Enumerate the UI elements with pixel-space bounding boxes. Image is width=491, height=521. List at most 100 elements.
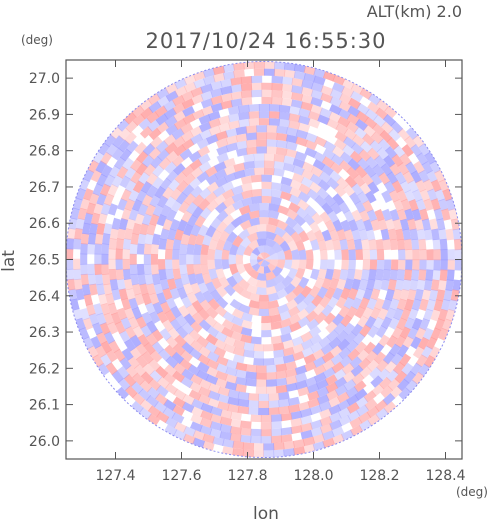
field-cell xyxy=(365,156,379,170)
field-cell xyxy=(321,229,332,242)
field-cell xyxy=(68,288,78,301)
field-cell xyxy=(97,142,110,156)
field-cell xyxy=(182,393,195,406)
field-cell xyxy=(412,259,420,271)
field-cell xyxy=(343,278,354,291)
field-cell xyxy=(283,249,293,260)
field-cell xyxy=(301,79,314,90)
field-cell xyxy=(186,263,195,275)
field-cell xyxy=(288,306,301,318)
field-cell xyxy=(292,172,305,184)
field-cell xyxy=(198,114,212,125)
field-cell xyxy=(384,105,398,119)
field-cell xyxy=(156,214,167,227)
field-cell xyxy=(177,219,188,232)
field-cell xyxy=(258,308,270,317)
field-cell xyxy=(400,308,411,321)
field-cell xyxy=(336,278,347,291)
field-cell xyxy=(267,263,277,272)
field-cell xyxy=(190,282,201,295)
field-cell xyxy=(294,151,308,162)
field-cell xyxy=(174,278,184,290)
field-cell xyxy=(196,138,210,150)
field-cell xyxy=(137,333,150,347)
field-cell xyxy=(372,164,385,177)
field-cell xyxy=(310,104,323,115)
field-cell xyxy=(214,338,227,350)
field-cell xyxy=(218,122,231,133)
field-cell xyxy=(96,222,106,235)
field-cell xyxy=(325,381,339,394)
field-cell xyxy=(351,142,364,155)
field-cell xyxy=(251,82,263,91)
field-cell xyxy=(387,378,401,391)
field-cell xyxy=(239,236,252,249)
field-cell xyxy=(190,406,204,418)
field-cell xyxy=(273,349,285,358)
field-cell xyxy=(283,69,296,79)
field-cell xyxy=(219,431,232,441)
field-cell xyxy=(147,119,161,132)
field-cell xyxy=(172,259,180,270)
field-cell xyxy=(251,75,263,84)
field-cell xyxy=(190,339,203,352)
field-cell xyxy=(124,338,136,352)
field-cell xyxy=(337,399,351,411)
field-cell xyxy=(430,198,441,211)
field-cell xyxy=(163,372,176,385)
field-cell xyxy=(87,345,99,359)
field-cell xyxy=(248,210,260,220)
field-cell xyxy=(139,126,153,139)
field-cell xyxy=(240,76,253,85)
field-cell xyxy=(75,288,85,301)
field-cell xyxy=(193,263,202,275)
field-cell xyxy=(328,404,342,416)
field-cell xyxy=(141,292,152,306)
field-cell xyxy=(107,203,119,216)
field-cell xyxy=(210,289,222,302)
field-cell xyxy=(256,132,268,140)
field-cell xyxy=(139,379,153,393)
field-cell xyxy=(165,335,179,349)
field-cell xyxy=(434,169,446,183)
field-cell xyxy=(170,187,182,201)
field-cell xyxy=(278,104,291,114)
field-cell xyxy=(172,102,186,115)
field-cell xyxy=(288,106,301,116)
field-cell xyxy=(157,376,170,389)
field-cell xyxy=(265,379,277,387)
field-cell xyxy=(251,247,261,256)
field-cell xyxy=(221,326,234,338)
field-cell xyxy=(340,429,354,441)
field-cell xyxy=(367,101,381,114)
field-cell xyxy=(201,105,214,117)
field-cell xyxy=(270,259,279,267)
field-cell xyxy=(264,253,271,260)
field-cell xyxy=(427,188,438,202)
field-cell xyxy=(129,263,138,276)
field-cell xyxy=(297,401,311,411)
field-cell xyxy=(191,398,204,410)
field-cell xyxy=(214,168,227,180)
field-cell xyxy=(149,311,161,324)
field-cell xyxy=(165,123,179,136)
field-cell xyxy=(185,304,198,317)
field-cell xyxy=(111,174,124,188)
field-cell xyxy=(100,353,112,367)
field-cell xyxy=(88,312,100,326)
y-axis: 26.026.126.226.326.426.526.626.726.826.9… xyxy=(29,71,462,450)
field-cell xyxy=(395,279,404,291)
field-cell xyxy=(156,411,170,424)
field-cell xyxy=(325,389,339,401)
field-cell xyxy=(240,427,252,436)
field-cell xyxy=(117,366,130,379)
field-cell xyxy=(191,109,205,121)
field-cell xyxy=(328,337,342,350)
field-cell xyxy=(329,88,343,100)
field-cell xyxy=(334,249,342,260)
field-cell xyxy=(398,249,406,261)
field-cell xyxy=(202,290,214,303)
field-cell xyxy=(331,426,345,438)
field-cell xyxy=(395,228,404,241)
field-cell xyxy=(87,273,97,286)
